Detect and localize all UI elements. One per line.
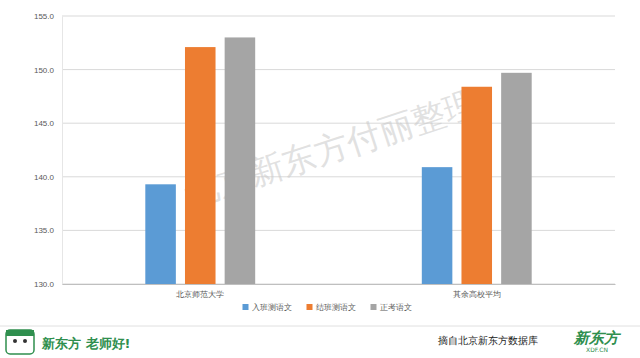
x-axis-line [63,284,616,285]
y-tick: 145.0 [34,119,62,128]
legend-swatch [371,304,377,310]
x-tick: 其余高校平均 [453,284,501,299]
footer-logo-url: XDF.CN [586,346,608,353]
legend-swatch [243,304,249,310]
y-tick-label: 150.0 [34,66,55,75]
grid [62,16,615,284]
y-tick: 150.0 [34,66,62,75]
grid-line [62,16,615,17]
grid-line [62,123,615,124]
bar [185,47,216,284]
y-axis: 130.0 135.0 140.0 145.0 150.0 155.0 [34,12,63,289]
legend: 入班测语文 结班测语文 正考语文 [243,303,412,312]
bar [501,73,532,284]
chart: 北京新东方付丽整理130.0135.0140.0145.0150.0155.0北… [0,0,640,358]
y-tick-label: 135.0 [34,226,55,235]
legend-label: 结班测语文 [316,303,356,312]
legend-label: 入班测语文 [252,303,292,312]
x-axis: 北京师范大学 其余高校平均 [63,284,616,299]
bars [145,37,531,284]
y-tick-label: 140.0 [34,173,55,182]
grid-line [62,284,615,285]
bar [461,87,492,284]
bar [225,37,256,284]
legend-swatch [307,304,313,310]
y-tick: 155.0 [34,12,62,21]
x-tick-label: 其余高校平均 [453,290,501,299]
grid-line [62,230,615,231]
footer-icon [6,330,34,354]
grid-line [62,176,615,177]
x-tick: 北京师范大学 [176,284,224,299]
bar [145,184,176,284]
y-tick-label: 145.0 [34,119,55,128]
x-tick-label: 北京师范大学 [176,290,224,299]
footer-source: 摘自北京新东方数据库 [438,335,538,346]
y-tick-label: 155.0 [34,12,55,21]
y-axis-line [62,17,63,285]
footer-divider [0,326,640,327]
y-tick: 135.0 [34,226,62,235]
y-tick-label: 130.0 [34,280,55,289]
bar [422,167,453,284]
y-tick: 130.0 [34,280,62,289]
y-tick: 140.0 [34,173,62,182]
footer-slogan: 新东方 老师好! [41,336,130,351]
grid-line [62,69,615,70]
footer-logo: 新东方 [573,329,622,347]
legend-label: 正考语文 [380,303,412,312]
